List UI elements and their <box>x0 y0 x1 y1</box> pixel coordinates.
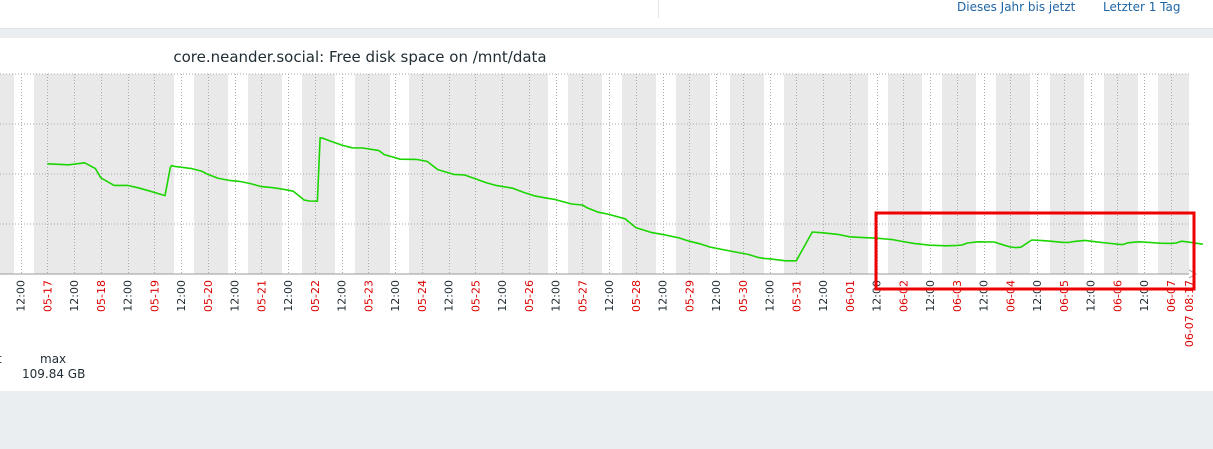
x-tick-label: 12:00 <box>15 280 28 312</box>
x-tick-label: 12:00 <box>496 280 509 312</box>
x-tick-label: 12:00 <box>443 280 456 312</box>
weekend-band <box>996 74 1030 274</box>
series-line <box>47 137 1204 262</box>
x-tick-label: 12:00 <box>603 280 616 312</box>
x-tick-label: 12:00 <box>282 280 295 312</box>
x-tick-label: 05-18 <box>95 280 108 312</box>
weekend-band <box>888 74 922 274</box>
series-polyline <box>47 137 1204 262</box>
weekend-band <box>942 74 976 274</box>
x-tick-label: 12:00 <box>336 280 349 312</box>
x-tick-label: 12:00 <box>657 280 670 312</box>
x-tick-label: 12:00 <box>710 280 723 312</box>
x-tick-label: 06-03 <box>951 280 964 312</box>
highlight-box <box>874 211 1196 291</box>
x-tick-label: 05-31 <box>790 280 803 312</box>
x-tick-label: 06-07 08:17 <box>1183 280 1196 347</box>
x-tick-label: 12:00 <box>550 280 563 312</box>
x-tick-label: 12:00 <box>817 280 830 312</box>
legend-max-header: max <box>40 352 67 366</box>
legend-min-header: t <box>0 352 2 366</box>
weekend-band <box>1104 74 1138 274</box>
grid-lines <box>0 73 1189 274</box>
x-tick-label: 12:00 <box>389 280 402 312</box>
chart-title: core.neander.social: Free disk space on … <box>173 48 547 66</box>
x-tick-label: 06-02 <box>897 280 910 312</box>
legend-min-value-marker: · <box>0 367 1 381</box>
top-toolbar: Dieses Jahr bis jetzt Letzter 1 Tag <box>0 0 1213 29</box>
x-tick-label: 12:00 <box>68 280 81 312</box>
x-tick-label: 05-22 <box>309 280 322 312</box>
x-axis-ticks: 12:00 05-17 12:00 05-18 12:00 05-19 12:00 05-20… <box>15 280 1197 347</box>
x-tick-label: 05-24 <box>416 280 429 312</box>
x-tick-label: 06-04 <box>1004 280 1017 312</box>
toolbar-divider <box>658 0 659 18</box>
quick-range-last-day-link[interactable]: Letzter 1 Tag <box>1103 0 1181 14</box>
x-tick-label: 12:00 <box>122 280 135 312</box>
x-tick-label: 12:00 <box>924 280 937 312</box>
x-axis-arrow-icon <box>1188 269 1198 279</box>
x-tick-label: 12:00 <box>978 280 991 312</box>
x-tick-label: 06-07 <box>1165 280 1178 312</box>
quick-range-this-year-link[interactable]: Dieses Jahr bis jetzt <box>957 0 1076 14</box>
x-tick-label: 05-20 <box>202 280 215 312</box>
x-tick-label: 05-25 <box>469 280 482 312</box>
x-tick-label: 05-26 <box>523 280 536 312</box>
x-tick-label: 05-21 <box>255 280 268 312</box>
x-tick-label: 12:00 <box>1085 280 1098 312</box>
x-tick-label: 05-23 <box>362 280 375 312</box>
x-tick-label: 05-19 <box>148 280 161 312</box>
legend-max-value: 109.84 GB <box>22 367 86 381</box>
weekend-band <box>1050 74 1084 274</box>
x-tick-label: 12:00 <box>1031 280 1044 312</box>
x-tick-label: 12:00 <box>764 280 777 312</box>
x-tick-label: 12:00 <box>229 280 242 312</box>
x-tick-label: 05-30 <box>737 280 750 312</box>
x-tick-label: 12:00 <box>175 280 188 312</box>
x-tick-label: 06-06 <box>1111 280 1124 312</box>
x-tick-label: 06-01 <box>844 280 857 312</box>
x-tick-label: 05-28 <box>630 280 643 312</box>
x-tick-label: 05-17 <box>41 280 54 312</box>
x-tick-label: 05-27 <box>576 280 589 312</box>
x-tick-label: 05-29 <box>683 280 696 312</box>
x-tick-label: 12:00 <box>1138 280 1151 312</box>
x-tick-label: 06-05 <box>1058 280 1071 312</box>
